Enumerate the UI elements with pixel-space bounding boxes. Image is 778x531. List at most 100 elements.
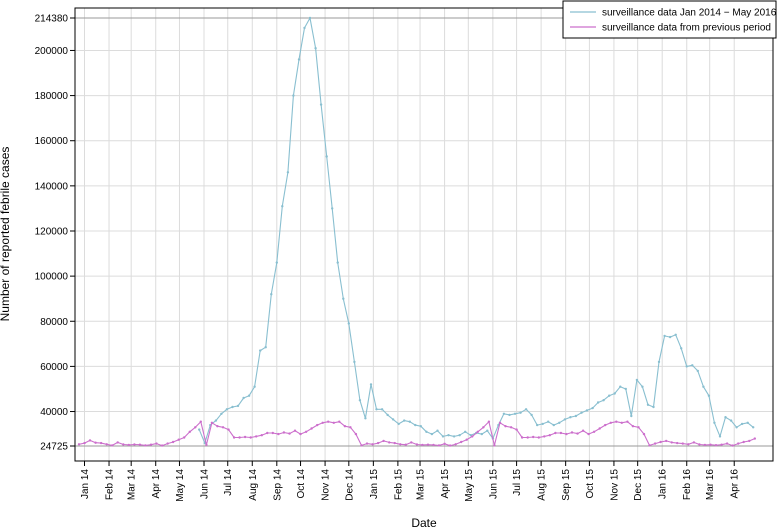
series-1-point [138, 443, 142, 446]
x-tick-label: Jun 14 [199, 469, 210, 499]
series-1-point [604, 423, 607, 427]
series-1-point [609, 421, 612, 424]
series-1-point [471, 435, 474, 438]
series-1-point [737, 442, 740, 445]
series-0-point [574, 414, 578, 418]
series-0-point [347, 322, 350, 325]
series-1-point [260, 434, 263, 437]
x-tick-label: Aug 15 [537, 469, 548, 501]
series-0-point [663, 334, 666, 338]
x-tick-label: Jan 15 [369, 469, 380, 499]
series-1-point [493, 444, 496, 447]
series-1-point [620, 421, 623, 424]
series-0-point [619, 385, 622, 388]
x-tick-label: Feb 14 [105, 469, 116, 501]
series-1-point [537, 436, 540, 439]
series-0-point [536, 423, 539, 427]
series-0-point [358, 399, 362, 402]
series-0-point [691, 364, 694, 367]
x-axis: Jan 14 Feb 14 Mar 14 Apr 14 May 14 Jun 14 Jul … [80, 461, 741, 502]
series-1-point [681, 442, 684, 445]
series-1-point [266, 431, 269, 435]
series-0-point [286, 171, 290, 174]
series-0-point [253, 385, 256, 388]
series-0-point [231, 405, 234, 409]
series-0-point [353, 360, 356, 364]
plot-frame [74, 7, 774, 462]
series-1-point [216, 425, 219, 428]
series-1-point [338, 420, 341, 423]
series-0-point [220, 412, 223, 415]
series-1-point [742, 440, 745, 444]
series-0-point [746, 421, 749, 424]
series-1-point [171, 440, 175, 444]
series-1-point [753, 437, 756, 440]
series-0-point [397, 422, 400, 426]
series-1-point [676, 441, 679, 445]
series-1-point [249, 436, 252, 439]
series-1-point [426, 443, 430, 446]
series-1-point [703, 443, 707, 447]
series-1-point [454, 443, 457, 446]
series-1-point [310, 427, 313, 430]
series-1-point [709, 443, 712, 446]
series-1-point [504, 425, 507, 428]
series-1-point [227, 428, 230, 431]
series-1-point [587, 432, 590, 436]
x-tick-label: Feb 16 [682, 469, 693, 501]
series-0-point [591, 406, 594, 410]
series-0-point [613, 392, 616, 395]
series-1-point [687, 443, 690, 446]
series-1-point [404, 443, 407, 446]
series-0-point [414, 423, 417, 427]
series-1-point [648, 444, 651, 447]
series-1-point [665, 439, 668, 443]
y-tick-label: 160000 [35, 136, 69, 147]
y-tick-label: 80000 [40, 317, 68, 328]
series-0-point [530, 413, 533, 417]
series-0-point [602, 399, 605, 402]
series-0-point [729, 419, 733, 422]
series-1-point [509, 426, 513, 429]
series-0-point [558, 421, 561, 424]
series-1-point [155, 442, 158, 445]
series-1-point [520, 436, 524, 439]
series-1-point [670, 441, 673, 444]
series-0-point [342, 297, 345, 300]
x-tick-label: Oct 14 [296, 469, 307, 499]
series-0-point [646, 403, 650, 406]
series-0-point [408, 420, 411, 423]
series-1-point [559, 431, 563, 435]
series-1-point [443, 442, 446, 445]
series-1-point [725, 442, 729, 445]
x-tick-label: Apr 15 [440, 469, 451, 499]
series-1-point [565, 432, 568, 436]
x-tick-label: Sep 14 [272, 469, 283, 501]
series-1-point [105, 443, 108, 446]
series-0-point [508, 413, 511, 417]
series-0-point [685, 365, 688, 368]
series-0-point [380, 408, 384, 411]
series-0-point [375, 408, 378, 411]
series-1-point [576, 432, 579, 435]
series-0-point [752, 426, 755, 429]
series-1-point [487, 420, 491, 423]
series-0-point [630, 414, 633, 418]
series-1-point [626, 420, 629, 423]
series-0-point [275, 261, 278, 264]
series-1-point [293, 429, 297, 432]
series-0-point [735, 426, 738, 429]
y-axis: 24725 40000 60000 80000 100000 120000 140000 16… [35, 14, 75, 453]
series-0-point [236, 404, 240, 408]
series-0-point [225, 408, 229, 411]
series-0-point [364, 417, 367, 420]
series-1-point [388, 441, 391, 444]
series-0-point [270, 293, 273, 296]
series-1-point [570, 431, 574, 434]
series-0-point [452, 435, 456, 438]
series-1-point [144, 444, 147, 447]
series-1-point [210, 421, 214, 424]
series-1-point [615, 420, 618, 423]
series-0-point [319, 103, 323, 106]
